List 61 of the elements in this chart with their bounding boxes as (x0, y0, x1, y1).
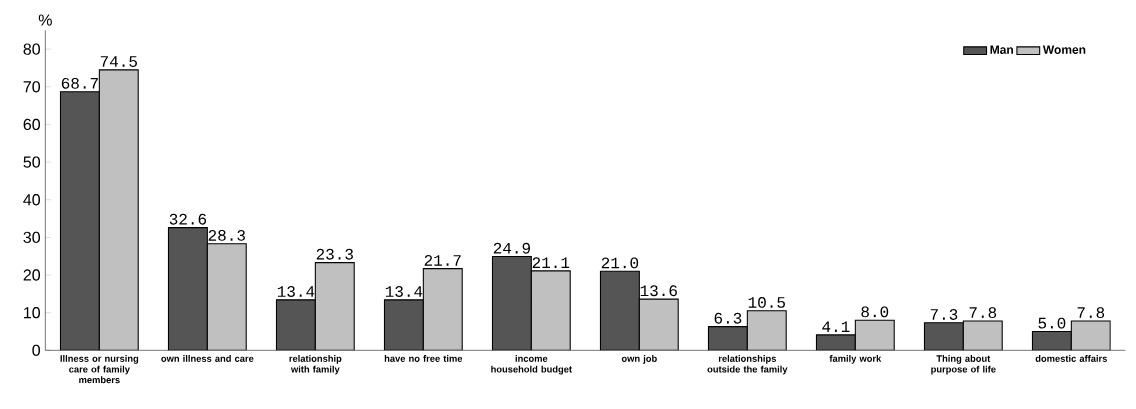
y-tick-label: 0 (32, 344, 41, 356)
bar (530, 270, 571, 351)
bar (1070, 320, 1111, 351)
y-tick-label: 10 (24, 307, 41, 319)
bar (59, 91, 100, 351)
x-tick-label: Thing about purpose of life (931, 355, 996, 375)
x-tick-label: have no free time (384, 355, 463, 362)
x-tick-label: own illness and care (161, 355, 254, 362)
data-label: 8.0 (861, 306, 889, 318)
bar (491, 256, 532, 351)
bar (98, 69, 139, 351)
data-label: 21.7 (424, 254, 461, 266)
data-label: 13.4 (385, 286, 423, 297)
legend-label: Man (990, 45, 1013, 54)
data-label: 21.1 (532, 257, 570, 268)
bar (1031, 330, 1072, 351)
bar (962, 320, 1003, 351)
legend-label: Women (1042, 45, 1086, 54)
data-label: 23.3 (316, 248, 353, 260)
bar (167, 227, 208, 351)
bar (314, 262, 355, 351)
data-label: 32.6 (169, 213, 207, 225)
y-tick-label: 40 (23, 194, 41, 206)
x-tick-label: own job (621, 355, 657, 364)
data-label: 13.4 (277, 286, 315, 297)
data-label: 4.1 (822, 321, 850, 332)
bar (854, 319, 895, 351)
x-tick-label: Illness or nursing care of family members (60, 355, 139, 384)
bar (383, 299, 424, 351)
x-tick-label: income household budget (491, 355, 572, 375)
data-label: 24.9 (493, 242, 530, 254)
data-label: 21.0 (601, 257, 639, 269)
x-tick-label: relationships outside the family (707, 355, 788, 375)
bar (275, 299, 316, 351)
data-label: 10.5 (748, 296, 785, 308)
y-axis-title: % (38, 14, 52, 26)
y-tick-label: 70 (23, 81, 41, 93)
y-tick-label: 50 (23, 156, 41, 168)
bar (599, 270, 640, 351)
x-tick-label: family work (829, 355, 882, 364)
bar (707, 326, 748, 351)
bar (638, 298, 679, 351)
x-tick-label: relationship with family (289, 355, 342, 375)
bar (923, 322, 964, 351)
data-label: 7.8 (1077, 307, 1105, 319)
bar (422, 268, 463, 351)
x-tick-label: domestic affairs (1035, 355, 1107, 362)
y-tick-label: 60 (23, 118, 41, 131)
data-label: 74.5 (100, 56, 137, 67)
data-label: 7.8 (969, 307, 997, 319)
y-tick-label: 80 (23, 43, 41, 55)
y-tick-label: 20 (23, 269, 41, 281)
data-label: 7.3 (930, 309, 958, 320)
data-label: 13.6 (640, 285, 677, 297)
bar (746, 310, 787, 351)
y-tick-label: 30 (23, 231, 41, 244)
data-label: 28.3 (208, 229, 245, 241)
data-label: 6.3 (714, 312, 742, 324)
data-label: 5.0 (1038, 317, 1066, 329)
data-label: 68.7 (61, 77, 98, 89)
bar (206, 243, 247, 351)
